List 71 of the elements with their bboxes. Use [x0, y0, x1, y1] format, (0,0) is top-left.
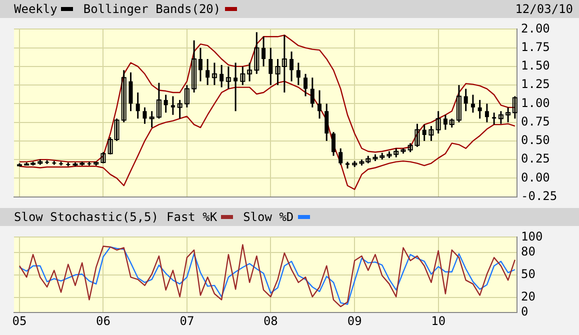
- candlestick: [512, 95, 518, 120]
- candlestick: [443, 114, 448, 131]
- candlestick: [206, 58, 210, 86]
- candlestick: [268, 47, 273, 86]
- y-tick-label: 0.25: [521, 152, 550, 166]
- x-tick-label: 08: [263, 314, 278, 328]
- y-tick-label: -0.25: [521, 188, 558, 203]
- text: 12/03/10: [515, 2, 573, 16]
- y-tick-label: 50: [521, 267, 536, 282]
- candlestick: [470, 94, 475, 114]
- x-tick-label: 07: [180, 314, 194, 328]
- candlestick: [332, 131, 336, 157]
- y-tick-label: 1.25: [521, 77, 550, 92]
- legend-label: Slow %D: [243, 210, 294, 224]
- candlestick: [318, 90, 322, 120]
- y-tick-label: 0.75: [521, 114, 550, 128]
- candlestick: [456, 84, 462, 124]
- candlestick: [290, 50, 294, 82]
- candlestick: [226, 66, 231, 90]
- candlestick: [234, 62, 238, 112]
- legend-label: Weekly: [14, 2, 58, 16]
- y-tick-label: 1.75: [521, 40, 550, 54]
- candlestick: [149, 110, 154, 128]
- candlestick: [136, 92, 140, 120]
- candlestick: [422, 124, 426, 142]
- candlestick: [324, 102, 329, 142]
- candlestick: [492, 112, 496, 126]
- y-tick-label: 80: [521, 244, 536, 258]
- candlestick: [254, 31, 260, 75]
- candlestick: [184, 84, 190, 108]
- candlestick: [464, 88, 468, 112]
- y-tick-label: 100: [521, 229, 543, 244]
- candlestick: [296, 62, 300, 86]
- x-tick-label: 09: [347, 314, 362, 328]
- candlestick: [428, 125, 434, 142]
- candlestick: [220, 64, 224, 88]
- x-tick-label: 06: [96, 314, 110, 328]
- candlestick: [498, 110, 504, 125]
- y-tick-label: 0: [521, 304, 528, 319]
- y-tick-label: 0.50: [521, 133, 550, 148]
- candlestick: [198, 47, 202, 82]
- candlestick: [128, 72, 133, 112]
- candlestick: [262, 36, 266, 68]
- candlestick: [177, 99, 182, 120]
- candlestick: [170, 95, 175, 116]
- legend-label: Bollinger Bands(20): [83, 2, 221, 16]
- candlestick: [484, 102, 489, 124]
- candlestick: [310, 76, 314, 108]
- candlestick: [121, 69, 126, 124]
- candlestick: [100, 151, 106, 164]
- candlestick: [338, 148, 343, 166]
- x-tick-label: 05: [12, 314, 27, 328]
- candlestick: [192, 40, 197, 94]
- y-tick-label: 1.50: [521, 58, 550, 73]
- candlestick: [304, 73, 308, 97]
- chart-title: Slow Stochastic(5,5): [14, 210, 158, 224]
- candlestick: [478, 99, 482, 120]
- y-tick-label: 2.00: [521, 21, 550, 36]
- candlestick: [436, 110, 441, 134]
- y-tick-label: 1.00: [521, 96, 550, 110]
- x-tick-label: 10: [431, 314, 446, 328]
- candlestick: [156, 82, 162, 120]
- legend-label: Fast %K: [166, 210, 218, 224]
- candlestick: [506, 106, 511, 124]
- y-tick-label: 0.00: [521, 170, 550, 184]
- candlestick: [142, 106, 147, 125]
- candlestick: [164, 94, 168, 114]
- candlestick: [240, 66, 246, 86]
- candlestick: [212, 62, 217, 86]
- y-tick-label: 20: [521, 290, 536, 304]
- candlestick: [247, 62, 252, 82]
